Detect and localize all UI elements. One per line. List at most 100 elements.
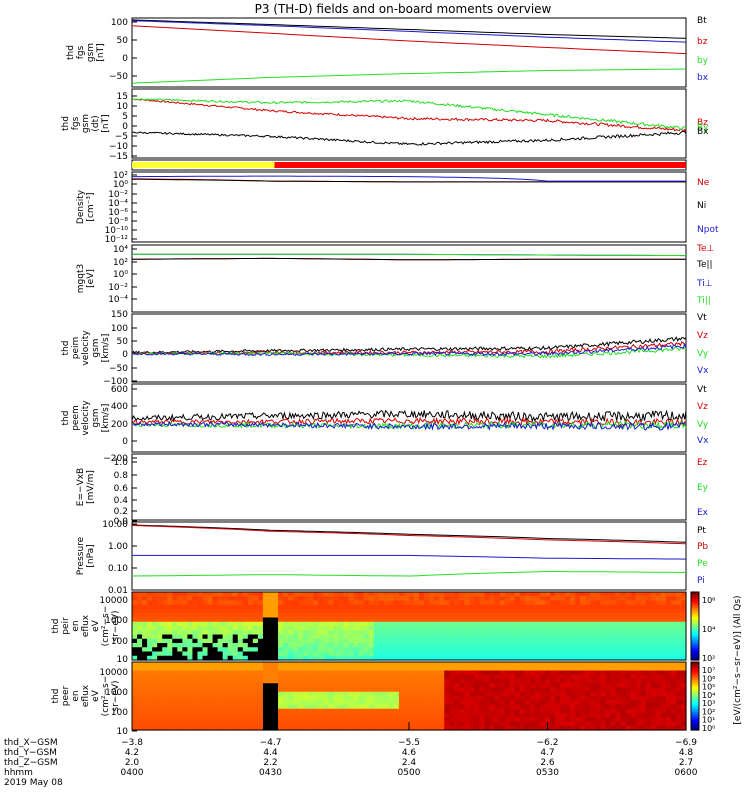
spectrogram-cell	[142, 674, 148, 680]
spectrogram-cell	[655, 638, 662, 644]
spectrogram-cell	[640, 651, 647, 657]
spectrogram-cell	[278, 674, 284, 680]
spectrogram-cell	[514, 700, 521, 706]
y-tick-label: 10.00	[102, 520, 128, 530]
spectrogram-cell	[509, 713, 516, 718]
spectrogram-cell	[429, 634, 435, 640]
spectrogram-cell	[348, 634, 355, 640]
spectrogram-cell	[504, 613, 511, 619]
spectrogram-cell	[308, 638, 314, 644]
colorbar-cell	[691, 616, 699, 620]
spectrogram-cell	[147, 630, 153, 636]
spectrogram-cell	[388, 638, 395, 644]
spectrogram-cell	[273, 725, 279, 731]
y-tick-label: 5	[122, 112, 128, 122]
spectrogram-cell	[680, 700, 687, 706]
spectrogram-cell	[454, 613, 460, 619]
spectrogram-cell	[650, 704, 657, 710]
spectrogram-cell	[585, 613, 591, 619]
spectrogram-cell	[388, 596, 395, 602]
y-tick-label: 10²	[113, 258, 128, 268]
y-axis-label: fgs	[76, 45, 86, 59]
spectrogram-cell	[368, 717, 375, 723]
spectrogram-cell	[424, 647, 430, 653]
spectrogram-cell	[640, 662, 647, 667]
spectrogram-cell	[620, 617, 627, 623]
spectrogram-cell	[373, 717, 380, 723]
spectrogram-cell	[328, 696, 335, 701]
spectrogram-cell	[383, 674, 390, 680]
spectrogram-cell	[137, 696, 143, 701]
spectrogram-cell	[414, 708, 420, 714]
spectrogram-cell	[565, 700, 571, 706]
spectrogram-cell	[555, 613, 561, 619]
spectrogram-cell	[192, 700, 199, 706]
spectrogram-cell	[328, 687, 335, 693]
spectrogram-cell	[419, 643, 425, 648]
spectrogram-cell	[348, 717, 355, 723]
spectrogram-cell	[318, 691, 324, 697]
spectrogram-cell	[278, 600, 284, 606]
spectrogram-cell	[444, 651, 450, 657]
spectrogram-cell	[187, 700, 194, 706]
spectrogram-cell	[429, 700, 435, 706]
spectrogram-cell	[273, 604, 279, 610]
spectrogram-cell	[600, 592, 607, 597]
spectrogram-cell	[338, 725, 345, 731]
spectrogram-cell	[544, 638, 551, 644]
spectrogram-cell	[343, 679, 350, 684]
spectrogram-cell	[640, 600, 647, 606]
spectrogram-cell	[202, 713, 209, 718]
spectrogram-cell	[444, 666, 450, 672]
spectrogram-cell	[403, 717, 410, 723]
spectrogram-cell	[660, 662, 667, 667]
spectrogram-cell	[137, 647, 143, 653]
spectrogram-cell	[550, 696, 556, 701]
spectrogram-cell	[348, 621, 355, 627]
spectrogram-cell	[393, 613, 400, 619]
panel-frame	[131, 17, 687, 88]
spectrogram-cell	[570, 596, 576, 602]
spectrogram-cell	[273, 600, 279, 606]
spectrogram-cell	[675, 691, 682, 697]
spectrogram-cell	[182, 621, 188, 627]
colorbar-label: [eV/(cm²−s−sr−eV)] (All Qs)	[733, 595, 743, 724]
spectrogram-cell	[373, 651, 380, 657]
spectrogram-cell	[469, 670, 476, 676]
spectrogram-cell	[388, 634, 395, 640]
spectrogram-cell	[222, 687, 229, 693]
spectrogram-cell	[519, 679, 526, 684]
spectrogram-cell	[464, 708, 471, 714]
spectrogram-cell	[625, 655, 632, 661]
spectrogram-cell	[308, 655, 314, 661]
spectrogram-cell	[580, 626, 586, 631]
spectrogram-cell	[278, 638, 284, 644]
spectrogram-cell	[635, 626, 642, 631]
spectrogram-cell	[474, 704, 481, 710]
spectrogram-cell	[489, 634, 496, 640]
spectrogram-cell	[373, 700, 380, 706]
spectrogram-cell	[439, 630, 445, 636]
y-axis-label: peer	[61, 685, 71, 706]
spectrogram-cell	[252, 638, 259, 644]
y-tick-label: 10⁻²	[108, 283, 128, 293]
spectrogram-cell	[192, 725, 199, 731]
spectrogram-cell	[670, 704, 677, 710]
spectrogram-cell	[580, 655, 586, 661]
colorbar-cell	[691, 714, 699, 717]
spectrogram-cell	[273, 592, 279, 597]
spectrogram-cell	[237, 666, 244, 672]
spectrogram-cell	[665, 617, 672, 623]
spectrogram-cell	[459, 725, 465, 731]
spectrogram-cell	[398, 613, 405, 619]
spectrogram-cell	[172, 651, 178, 657]
spectrogram-cell	[464, 626, 471, 631]
spectrogram-cell	[242, 613, 249, 619]
spectrogram-cell	[615, 708, 622, 714]
spectrogram-cell	[378, 679, 385, 684]
spectrogram-cell	[207, 674, 214, 680]
spectrogram-cell	[187, 626, 194, 631]
spectrogram-cell	[283, 683, 289, 689]
spectrogram-cell	[368, 613, 375, 619]
spectrogram-cell	[177, 638, 183, 644]
